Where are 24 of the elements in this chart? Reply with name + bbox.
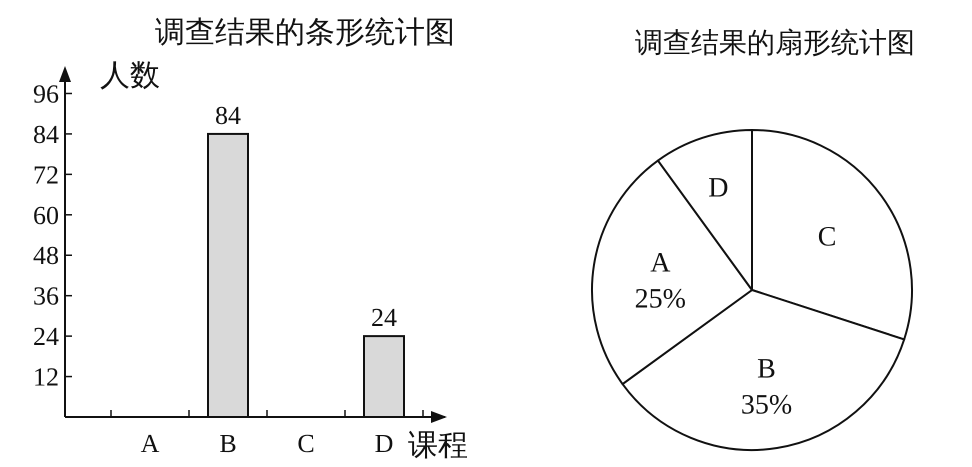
y-tick-label: 36 [33, 282, 59, 311]
chart-title: 调查结果的条形统计图 [155, 16, 455, 49]
data-label: 35% [740, 390, 792, 421]
y-tick-label: 60 [33, 200, 59, 230]
y-tick-label: 24 [33, 322, 59, 352]
data-label: 24 [371, 303, 397, 332]
x-axis-title: 课程 [408, 429, 468, 462]
slice-label: B [757, 354, 776, 385]
slice-label: A [650, 247, 672, 278]
y-tick-label: 12 [33, 362, 59, 392]
x-tick-label: C [297, 429, 315, 458]
chart-title: 调查结果的扇形统计图 [635, 28, 915, 59]
y-tick-label: 96 [33, 79, 59, 108]
slice-label: C [818, 221, 836, 252]
y-tick-label: 84 [33, 120, 59, 149]
y-tick-label: 72 [33, 160, 59, 190]
y-tick-label: 48 [33, 241, 59, 270]
data-label: 25% [634, 283, 686, 314]
x-tick-label: D [374, 429, 394, 458]
x-tick-label: A [140, 429, 160, 458]
data-label: 84 [215, 100, 241, 130]
x-tick-label: B [219, 429, 237, 458]
slice-label: D [708, 172, 728, 204]
y-axis-title: 人数 [100, 59, 160, 92]
